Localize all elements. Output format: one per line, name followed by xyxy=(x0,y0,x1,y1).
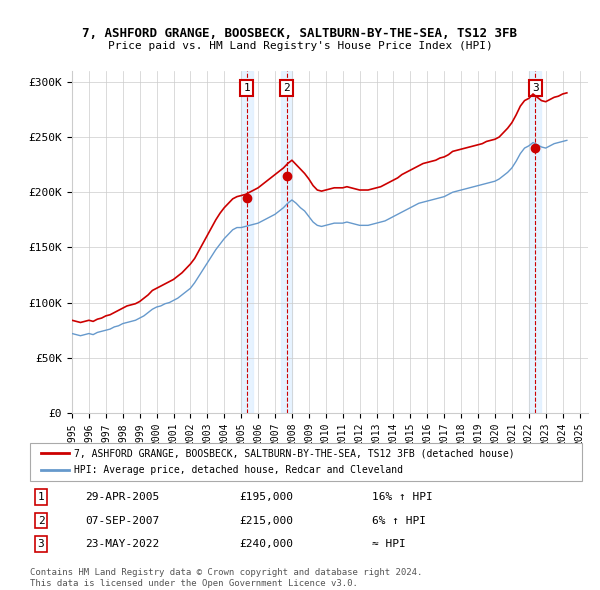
FancyBboxPatch shape xyxy=(30,442,582,481)
Text: 16% ↑ HPI: 16% ↑ HPI xyxy=(372,492,433,502)
Bar xyxy=(529,71,541,413)
Text: £215,000: £215,000 xyxy=(240,516,294,526)
Bar xyxy=(241,71,253,413)
Text: HPI: Average price, detached house, Redcar and Cleveland: HPI: Average price, detached house, Redc… xyxy=(74,465,403,475)
Text: 29-APR-2005: 29-APR-2005 xyxy=(85,492,160,502)
Text: £195,000: £195,000 xyxy=(240,492,294,502)
Text: 3: 3 xyxy=(532,83,539,93)
Text: 6% ↑ HPI: 6% ↑ HPI xyxy=(372,516,426,526)
Text: £240,000: £240,000 xyxy=(240,539,294,549)
Text: 07-SEP-2007: 07-SEP-2007 xyxy=(85,516,160,526)
Text: Price paid vs. HM Land Registry's House Price Index (HPI): Price paid vs. HM Land Registry's House … xyxy=(107,41,493,51)
Text: This data is licensed under the Open Government Licence v3.0.: This data is licensed under the Open Gov… xyxy=(30,579,358,588)
Bar xyxy=(281,71,292,413)
Text: 2: 2 xyxy=(283,83,290,93)
Text: 23-MAY-2022: 23-MAY-2022 xyxy=(85,539,160,549)
Text: 7, ASHFORD GRANGE, BOOSBECK, SALTBURN-BY-THE-SEA, TS12 3FB: 7, ASHFORD GRANGE, BOOSBECK, SALTBURN-BY… xyxy=(83,27,517,40)
Text: 1: 1 xyxy=(38,492,44,502)
Text: ≈ HPI: ≈ HPI xyxy=(372,539,406,549)
Text: Contains HM Land Registry data © Crown copyright and database right 2024.: Contains HM Land Registry data © Crown c… xyxy=(30,568,422,576)
Text: 3: 3 xyxy=(38,539,44,549)
Text: 2: 2 xyxy=(38,516,44,526)
Text: 7, ASHFORD GRANGE, BOOSBECK, SALTBURN-BY-THE-SEA, TS12 3FB (detached house): 7, ASHFORD GRANGE, BOOSBECK, SALTBURN-BY… xyxy=(74,448,515,458)
Text: 1: 1 xyxy=(244,83,250,93)
